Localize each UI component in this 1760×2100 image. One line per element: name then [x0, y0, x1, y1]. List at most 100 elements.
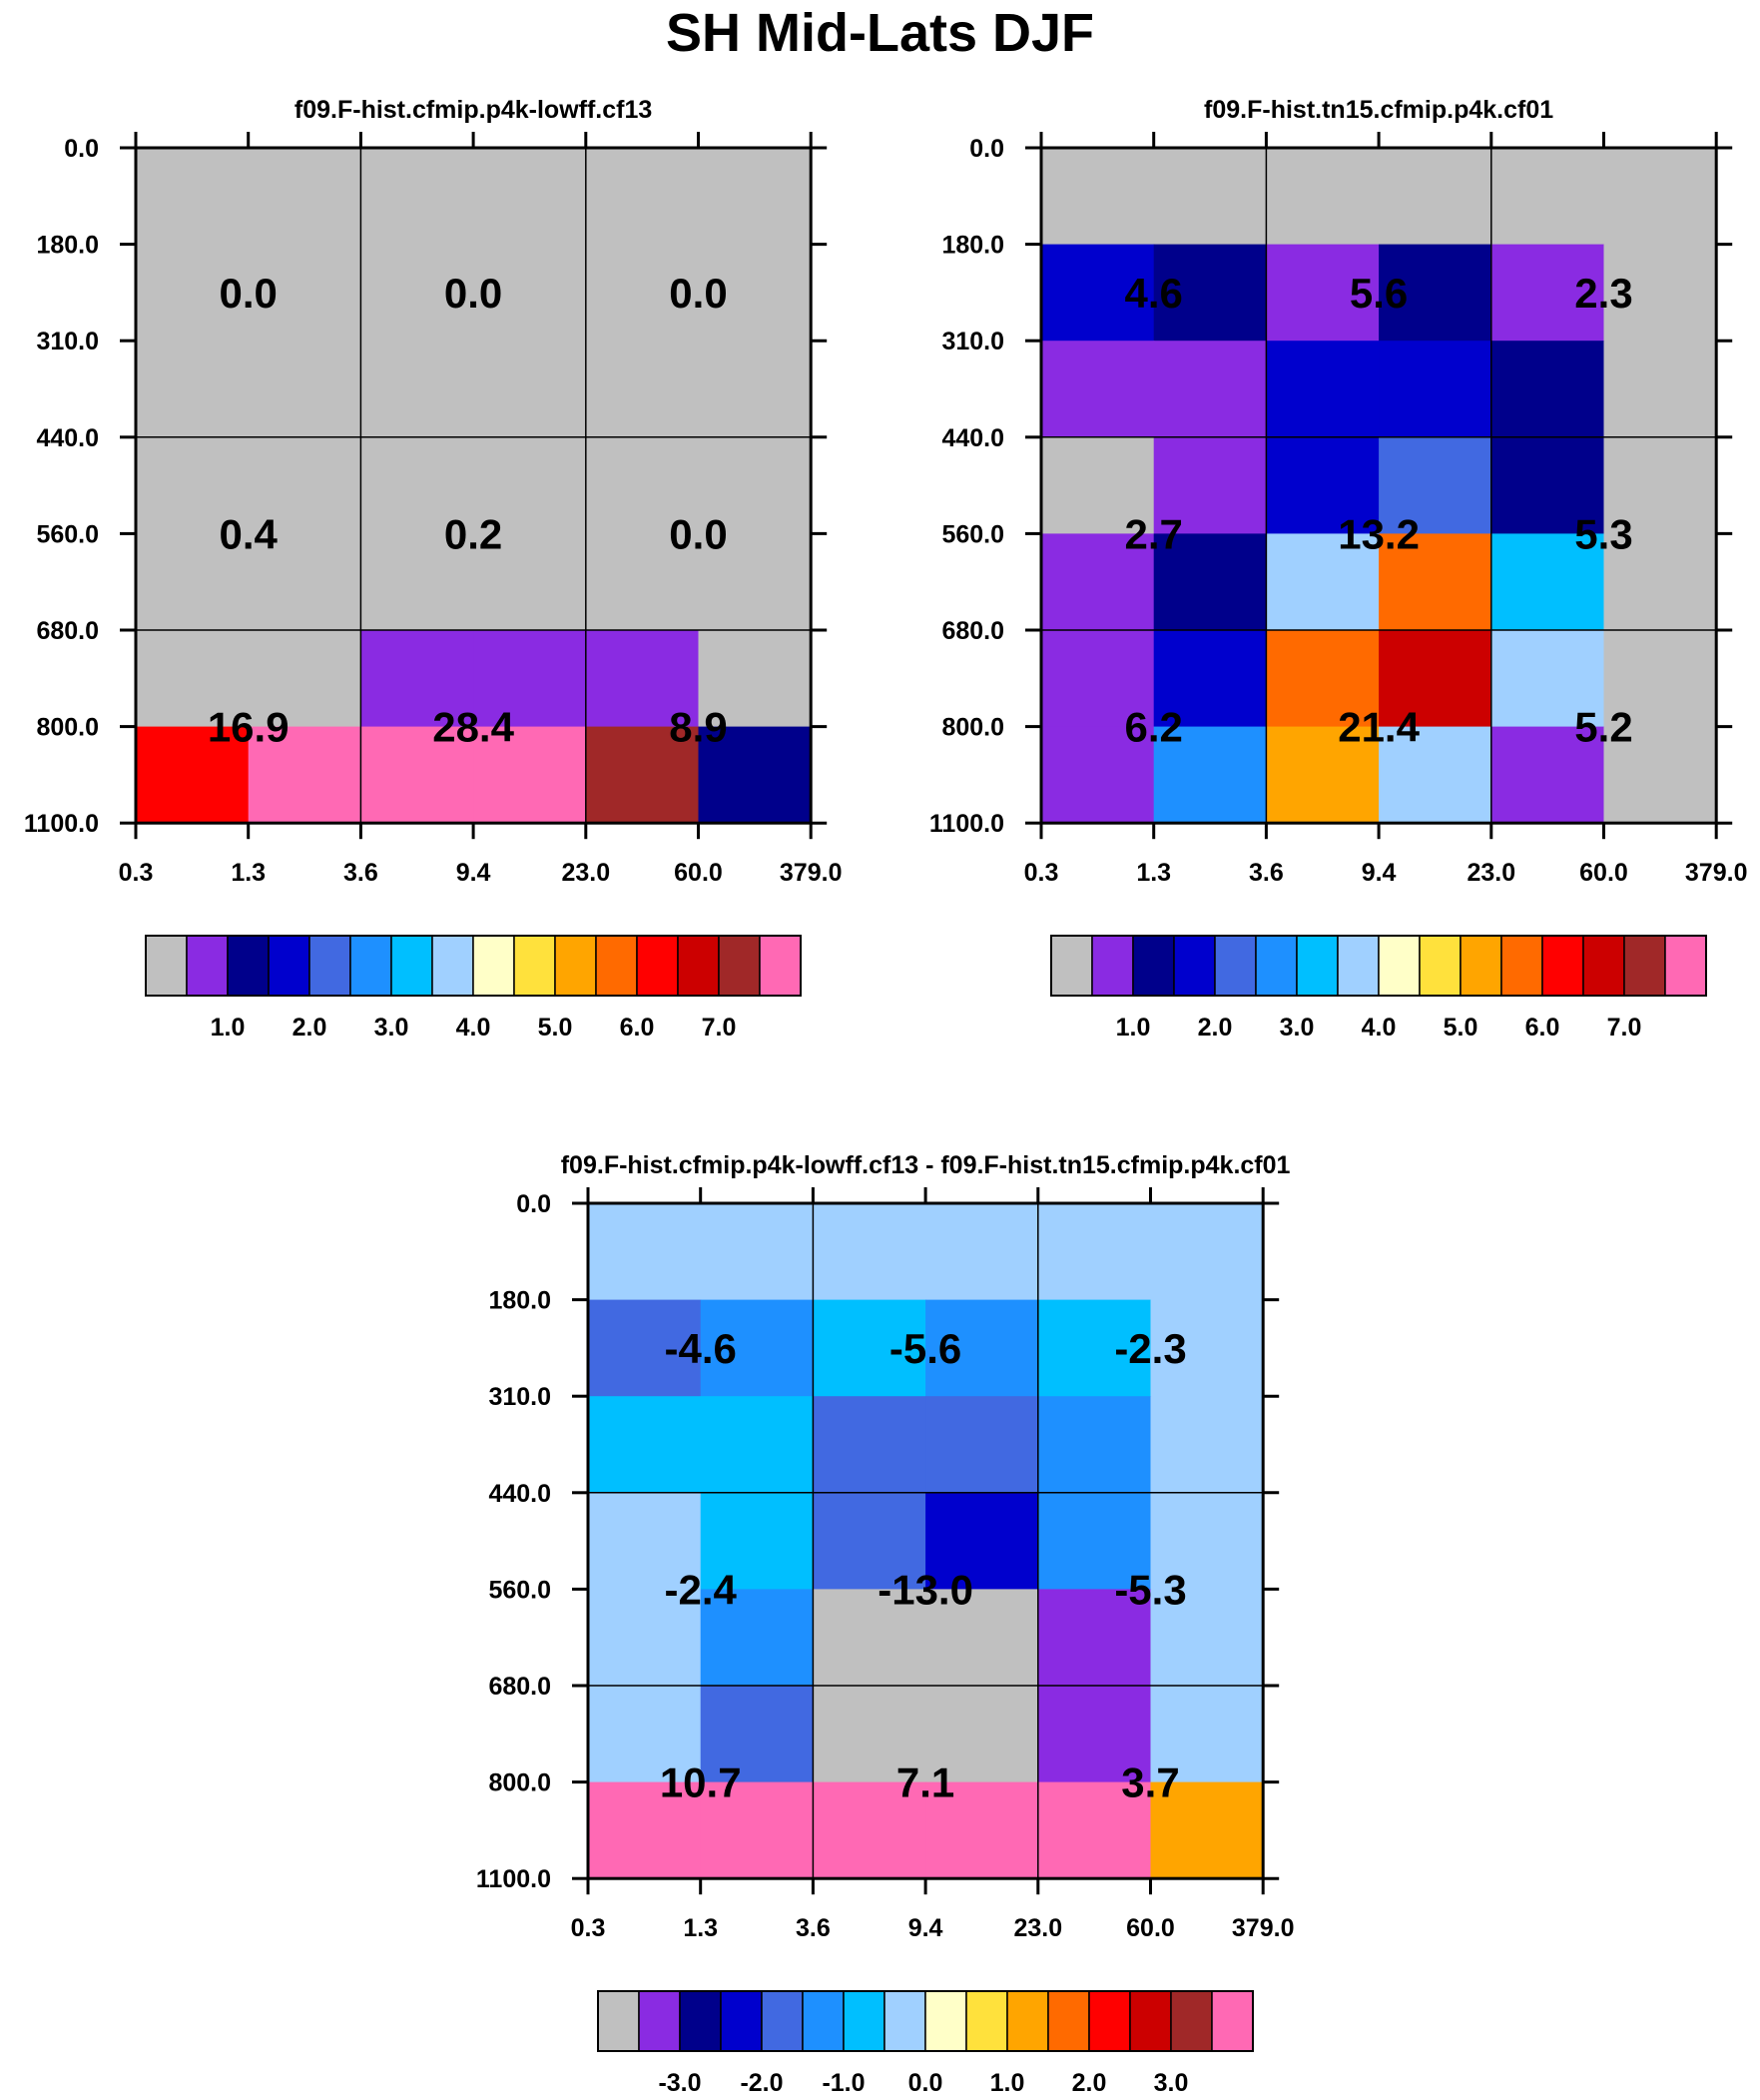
data-label: 0.4 — [220, 510, 279, 557]
heatmap-cell — [1490, 341, 1605, 438]
heatmap-cell — [136, 533, 250, 631]
colorbar-swatch — [1214, 935, 1257, 997]
heatmap-cell — [1037, 1781, 1152, 1879]
colorbar-label: 4.0 — [1362, 1014, 1397, 1042]
heatmap-cell — [813, 1396, 926, 1494]
heatmap-cell — [1603, 436, 1717, 534]
figure-title: SH Mid-Lats DJF — [665, 3, 1095, 63]
y-tick-label: 680.0 — [941, 617, 1004, 645]
data-label: 7.1 — [896, 1759, 954, 1806]
data-label: 28.4 — [432, 704, 514, 751]
data-label: 21.4 — [1338, 704, 1420, 751]
colorbar-swatch — [268, 935, 310, 997]
heatmap-cell — [1266, 148, 1380, 246]
heatmap-cell — [585, 244, 700, 342]
data-label: 2.7 — [1125, 510, 1183, 557]
colorbar-swatch — [1500, 935, 1543, 997]
colorbar-label: 3.0 — [1154, 2069, 1189, 2097]
colorbar-label: -2.0 — [740, 2069, 783, 2097]
heatmap-cell — [136, 726, 250, 824]
heatmap-cell — [1041, 726, 1155, 824]
colorbar-swatch — [883, 1990, 926, 2052]
heatmap-cell — [1603, 341, 1717, 438]
heatmap-cell — [813, 1686, 926, 1783]
heatmap-cell — [1490, 630, 1605, 728]
heatmap-cell — [698, 148, 812, 246]
heatmap-cell — [698, 533, 812, 631]
data-label: 0.0 — [444, 270, 502, 317]
x-tick-label: 3.6 — [343, 859, 378, 887]
y-tick-label: 310.0 — [941, 328, 1004, 355]
y-tick-label: 800.0 — [488, 1769, 551, 1797]
data-label: 0.2 — [444, 510, 502, 557]
colorbar-swatch — [349, 935, 392, 997]
heatmap-cell — [1603, 533, 1717, 631]
heatmap-cell — [698, 341, 812, 438]
heatmap-cell — [473, 244, 587, 342]
heatmap-cell — [813, 1203, 926, 1301]
heatmap-cell — [473, 341, 587, 438]
heatmap-cell — [1379, 726, 1492, 824]
heatmap-cell — [473, 148, 587, 246]
data-label: 5.3 — [1574, 510, 1632, 557]
data-label: 0.0 — [669, 270, 727, 317]
x-tick-label: 0.3 — [1024, 859, 1059, 887]
data-label: -5.3 — [1114, 1566, 1186, 1613]
heatmap-cell — [585, 436, 700, 534]
x-tick-label: 60.0 — [1579, 859, 1628, 887]
heatmap-cell — [1379, 244, 1492, 342]
heatmap-cell — [1379, 533, 1492, 631]
colorbar-label: 0.0 — [908, 2069, 943, 2097]
heatmap-cell — [588, 1686, 702, 1783]
x-tick-label: 1.3 — [1136, 859, 1171, 887]
heatmap-cell — [360, 244, 474, 342]
x-tick-label: 23.0 — [1467, 859, 1515, 887]
heatmap-cell — [698, 244, 812, 342]
heatmap-cell — [248, 244, 361, 342]
heatmap-cell — [925, 1299, 1039, 1397]
colorbar-swatch — [1460, 935, 1502, 997]
heatmap-cell — [248, 341, 361, 438]
colorbar-frame — [145, 935, 802, 997]
colorbar-label: 2.0 — [1072, 2069, 1107, 2097]
heatmap-cell — [1037, 1396, 1152, 1494]
colorbar-label: 1.0 — [211, 1014, 246, 1042]
y-tick-label: 440.0 — [36, 424, 99, 452]
colorbar-label: -1.0 — [822, 2069, 865, 2097]
colorbar-swatch — [1091, 935, 1134, 997]
heatmap-cell — [1041, 630, 1155, 728]
colorbar-swatch — [513, 935, 556, 997]
colorbar-label: 1.0 — [1116, 1014, 1151, 1042]
y-tick-label: 800.0 — [941, 714, 1004, 742]
colorbar-swatch — [1296, 935, 1339, 997]
heatmap-cell — [1041, 533, 1155, 631]
y-tick-label: 560.0 — [36, 520, 99, 548]
heatmap-cell — [473, 630, 587, 728]
heatmap-cell — [1041, 341, 1155, 438]
y-tick-label: 180.0 — [36, 232, 99, 260]
y-tick-label: 680.0 — [36, 617, 99, 645]
heatmap-cell — [1153, 436, 1267, 534]
colorbar-swatch — [227, 935, 270, 997]
heatmap-cell — [1603, 726, 1717, 824]
heatmap-cell — [1266, 436, 1380, 534]
heatmap-cell — [1266, 726, 1380, 824]
colorbar-swatch — [843, 1990, 885, 2052]
heatmap-cell — [136, 148, 250, 246]
heatmap-cell — [1041, 244, 1155, 342]
y-tick-label: 0.0 — [969, 135, 1004, 163]
colorbar-swatch — [1419, 935, 1462, 997]
panel-title: f09.F-hist.cfmip.p4k-lowff.cf13 - f09.F-… — [561, 1151, 1291, 1179]
x-tick-label: 9.4 — [456, 859, 491, 887]
heatmap-cell — [1603, 630, 1717, 728]
heatmap-cell — [1037, 1589, 1152, 1687]
x-tick-label: 0.3 — [571, 1914, 606, 1942]
colorbar-swatch — [1132, 935, 1175, 997]
x-tick-label: 60.0 — [1126, 1914, 1175, 1942]
heatmap-cell — [248, 148, 361, 246]
data-label: 4.6 — [1125, 270, 1183, 317]
colorbar-swatch — [1129, 1990, 1172, 2052]
colorbar-label: 3.0 — [374, 1014, 409, 1042]
x-tick-label: 9.4 — [1362, 859, 1397, 887]
panel-cf13: f09.F-hist.cfmip.p4k-lowff.cf13 0.0 180.0 3… — [24, 96, 843, 1042]
